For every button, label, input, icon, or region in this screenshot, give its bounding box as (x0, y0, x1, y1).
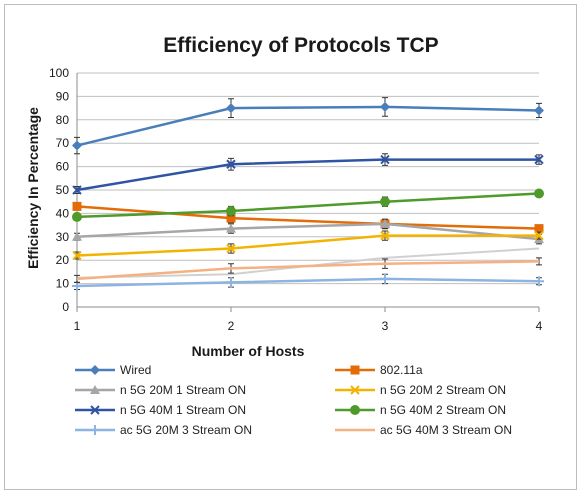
y-tick-label: 30 (56, 230, 70, 244)
series-line (76, 260, 540, 281)
data-point (534, 188, 544, 199)
y-tick-label: 10 (56, 277, 70, 291)
legend-label: n 5G 40M 2 Stream ON (380, 403, 506, 417)
legend-item: n 5G 40M 2 Stream ON (335, 403, 506, 417)
series-3 (72, 218, 544, 245)
data-point (226, 103, 236, 114)
legend-item: n 5G 20M 2 Stream ON (335, 383, 506, 397)
data-point (226, 243, 236, 254)
data-point (350, 385, 360, 395)
x-tick-label: 4 (536, 319, 543, 333)
y-tick-label: 40 (56, 206, 70, 220)
legend-label: Wired (120, 363, 151, 377)
y-tick-label: 20 (56, 253, 70, 267)
series-6 (72, 188, 544, 222)
x-tick-label: 3 (382, 319, 389, 333)
data-point (72, 140, 82, 151)
data-point (380, 273, 390, 284)
y-tick-label: 70 (56, 136, 70, 150)
plot-area (72, 97, 544, 291)
data-point (380, 101, 390, 112)
series-1 (72, 97, 544, 155)
series-8 (74, 257, 542, 283)
data-point (72, 201, 82, 211)
data-point (72, 250, 82, 261)
data-point (226, 206, 236, 217)
data-point (380, 154, 390, 165)
x-tick-label: 1 (74, 319, 81, 333)
data-point (534, 230, 544, 241)
legend-item: n 5G 40M 1 Stream ON (75, 403, 246, 417)
legend-label: ac 5G 20M 3 Stream ON (120, 423, 252, 437)
x-tick-labels: 1 2 3 4 (74, 319, 543, 333)
x-axis-title: Number of Hosts (192, 343, 305, 359)
series-4 (72, 230, 544, 261)
data-point (380, 218, 390, 228)
data-point (226, 277, 236, 288)
legend-item: ac 5G 20M 3 Stream ON (75, 423, 252, 437)
series-line (76, 277, 540, 288)
legend-item: 802.11a (335, 363, 423, 377)
data-point (350, 405, 360, 415)
legend-label: n 5G 20M 2 Stream ON (380, 383, 506, 397)
data-point (380, 230, 390, 241)
legend-label: n 5G 20M 1 Stream ON (120, 383, 246, 397)
data-point (534, 224, 544, 234)
legend: Wired 802.11a n 5G 20M 1 Stream ON n 5G 20M… (75, 363, 512, 437)
data-point (90, 425, 100, 435)
y-tick-label: 100 (49, 66, 69, 80)
y-tick-label: 0 (62, 300, 69, 314)
data-point (380, 196, 390, 207)
y-tick-label: 50 (56, 183, 70, 197)
data-point (90, 385, 100, 394)
legend-item: n 5G 20M 1 Stream ON (75, 383, 246, 397)
chart-title: Efficiency of Protocols TCP (163, 34, 438, 57)
series-5 (72, 153, 544, 195)
data-point (90, 405, 100, 415)
series-line (76, 205, 540, 230)
data-point (90, 365, 100, 375)
legend-label: ac 5G 40M 3 Stream ON (380, 423, 512, 437)
legend-item: ac 5G 40M 3 Stream ON (335, 423, 512, 437)
legend-label: n 5G 40M 1 Stream ON (120, 403, 246, 417)
y-axis-title: Efficiency In Percentage (25, 107, 41, 269)
data-point (72, 211, 82, 222)
series-line (76, 192, 540, 219)
series-line (76, 158, 539, 192)
legend-label: 802.11a (380, 363, 423, 377)
data-point (226, 159, 236, 169)
y-tick-label: 80 (56, 113, 70, 127)
series-7 (72, 273, 544, 291)
data-point (534, 276, 544, 287)
data-point (534, 105, 544, 116)
y-tick-label: 90 (56, 89, 70, 103)
y-tick-labels: 0 10 20 30 40 50 60 70 80 90 100 (49, 66, 69, 314)
x-tick-label: 2 (228, 319, 235, 333)
series-line (76, 222, 540, 241)
series-line (76, 105, 540, 147)
legend-item: Wired (75, 363, 151, 377)
data-point (72, 185, 82, 195)
y-tick-label: 60 (56, 160, 70, 174)
data-point (350, 365, 360, 375)
data-point (534, 154, 544, 165)
series-line (76, 234, 539, 257)
data-point (72, 231, 82, 241)
data-point (226, 213, 236, 223)
data-point (226, 223, 236, 233)
